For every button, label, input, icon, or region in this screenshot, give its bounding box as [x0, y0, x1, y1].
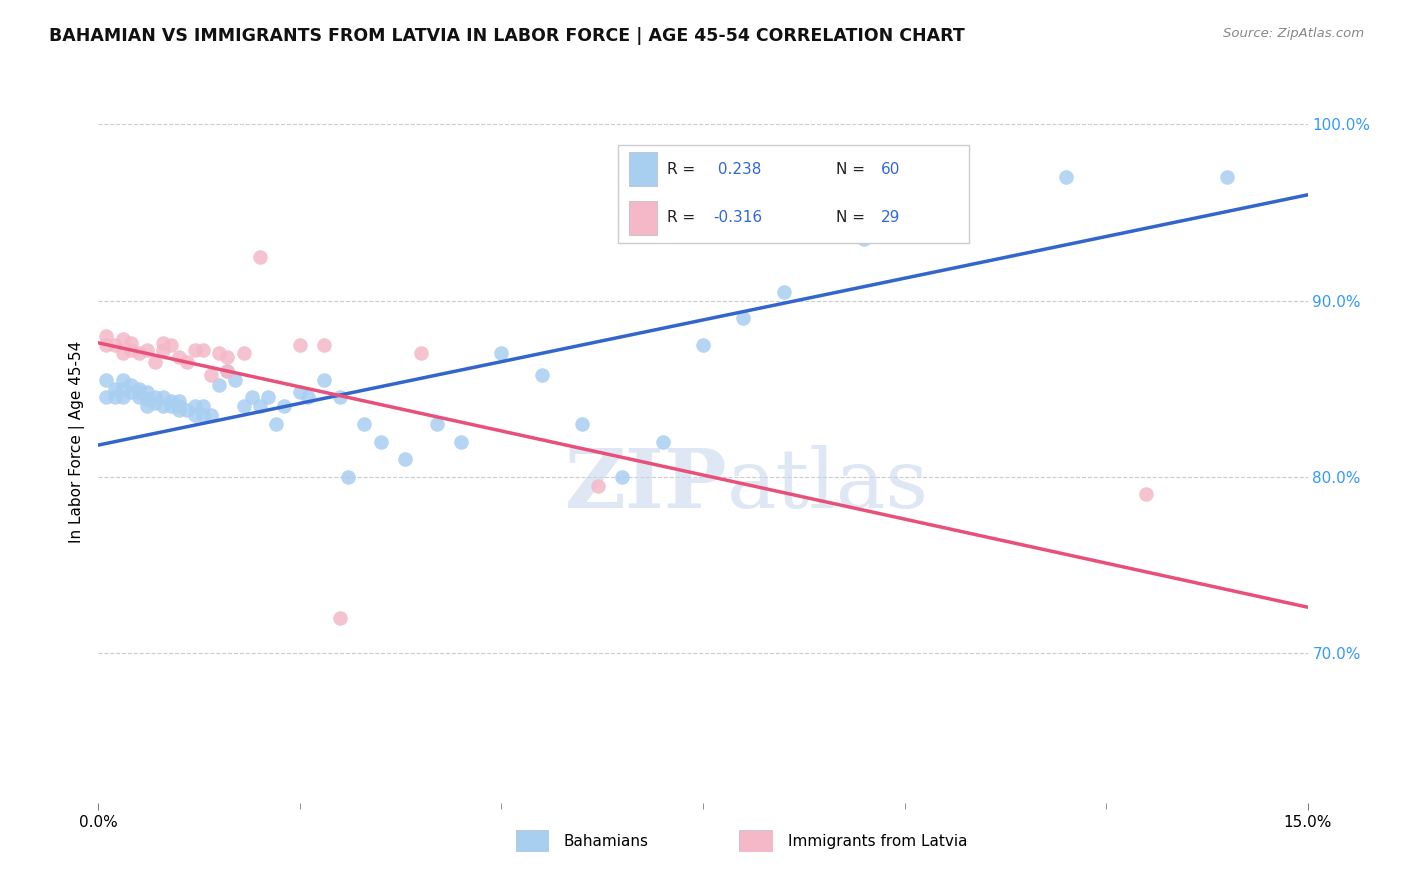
Point	[167, 394, 190, 409]
Point	[128, 385, 150, 400]
Point	[120, 378, 142, 392]
Point	[232, 346, 254, 360]
Point	[193, 399, 215, 413]
Point	[184, 399, 207, 413]
Point	[160, 337, 183, 351]
Point	[651, 434, 673, 449]
Point	[96, 328, 118, 343]
Point	[772, 285, 794, 299]
Point	[120, 335, 142, 350]
Point	[128, 391, 150, 405]
Point	[353, 417, 375, 431]
Point	[208, 378, 231, 392]
Text: Immigrants from Latvia: Immigrants from Latvia	[787, 834, 967, 848]
Point	[152, 335, 174, 350]
Point	[167, 402, 190, 417]
Text: Source: ZipAtlas.com: Source: ZipAtlas.com	[1223, 27, 1364, 40]
Point	[450, 434, 472, 449]
Point	[240, 391, 263, 405]
Point	[152, 343, 174, 357]
Point	[176, 355, 198, 369]
Point	[208, 346, 231, 360]
Point	[314, 337, 336, 351]
Point	[184, 408, 207, 422]
Point	[96, 337, 118, 351]
Point	[692, 337, 714, 351]
Point	[329, 611, 352, 625]
Point	[128, 346, 150, 360]
Point	[111, 346, 134, 360]
Point	[733, 311, 755, 326]
Y-axis label: In Labor Force | Age 45-54: In Labor Force | Age 45-54	[69, 341, 84, 542]
Text: Bahamians: Bahamians	[564, 834, 650, 848]
Text: BAHAMIAN VS IMMIGRANTS FROM LATVIA IN LABOR FORCE | AGE 45-54 CORRELATION CHART: BAHAMIAN VS IMMIGRANTS FROM LATVIA IN LA…	[49, 27, 965, 45]
Point	[426, 417, 449, 431]
Point	[314, 373, 336, 387]
Point	[200, 368, 222, 382]
Point	[103, 391, 125, 405]
Point	[394, 452, 416, 467]
Point	[571, 417, 593, 431]
Text: atlas: atlas	[727, 445, 929, 524]
Point	[217, 350, 239, 364]
Point	[103, 382, 125, 396]
Point	[273, 399, 295, 413]
Point	[135, 385, 157, 400]
Point	[217, 364, 239, 378]
Point	[160, 394, 183, 409]
Point	[1135, 487, 1157, 501]
Point	[409, 346, 432, 360]
Point	[232, 399, 254, 413]
Point	[96, 391, 118, 405]
Point	[586, 478, 609, 492]
Point	[184, 343, 207, 357]
Point	[329, 391, 352, 405]
Point	[120, 385, 142, 400]
Point	[193, 343, 215, 357]
Point	[111, 382, 134, 396]
Point	[193, 408, 215, 422]
Point	[200, 408, 222, 422]
Point	[167, 350, 190, 364]
Point	[176, 402, 198, 417]
Point	[135, 392, 157, 407]
Point	[111, 391, 134, 405]
Point	[111, 373, 134, 387]
Point	[1054, 170, 1077, 185]
Text: ZIP: ZIP	[565, 445, 727, 524]
Point	[120, 343, 142, 357]
Point	[128, 382, 150, 396]
Point	[1216, 170, 1239, 185]
Point	[249, 399, 271, 413]
Point	[103, 337, 125, 351]
Point	[143, 355, 166, 369]
Point	[288, 337, 311, 351]
Point	[143, 391, 166, 405]
Point	[152, 391, 174, 405]
Point	[370, 434, 392, 449]
Point	[167, 399, 190, 413]
Point	[217, 364, 239, 378]
Point	[224, 373, 246, 387]
Point	[337, 470, 360, 484]
Point	[152, 399, 174, 413]
Point	[135, 343, 157, 357]
Point	[96, 373, 118, 387]
Point	[256, 391, 278, 405]
Point	[491, 346, 513, 360]
Point	[612, 470, 634, 484]
Point	[135, 399, 157, 413]
Point	[111, 332, 134, 346]
Point	[143, 396, 166, 410]
Point	[249, 250, 271, 264]
Point	[297, 391, 319, 405]
Point	[160, 399, 183, 413]
Point	[853, 232, 876, 246]
Point	[288, 385, 311, 400]
Point	[264, 417, 287, 431]
Point	[530, 368, 553, 382]
